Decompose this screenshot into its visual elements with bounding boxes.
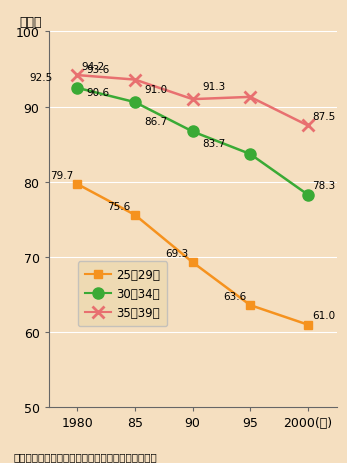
35～39歳 bbox=[248, 95, 252, 100]
25～29歳 bbox=[191, 260, 195, 265]
Text: 83.7: 83.7 bbox=[202, 139, 225, 149]
Text: 61.0: 61.0 bbox=[312, 311, 335, 321]
Text: 63.6: 63.6 bbox=[223, 291, 246, 301]
25～29歳 bbox=[248, 303, 252, 308]
Text: 91.3: 91.3 bbox=[202, 82, 225, 92]
Text: 78.3: 78.3 bbox=[312, 181, 335, 191]
Text: 79.7: 79.7 bbox=[50, 170, 73, 181]
Text: 75.6: 75.6 bbox=[108, 201, 131, 211]
35～39歳 bbox=[133, 78, 137, 83]
Text: 69.3: 69.3 bbox=[165, 249, 188, 258]
25～29歳 bbox=[306, 322, 310, 328]
30～34歳 bbox=[248, 152, 252, 157]
Text: 92.5: 92.5 bbox=[29, 73, 52, 83]
Text: （％）: （％） bbox=[20, 16, 42, 29]
Legend: 25～29歳, 30～34歳, 35～39歳: 25～29歳, 30～34歳, 35～39歳 bbox=[77, 262, 168, 326]
30～34歳 bbox=[191, 129, 195, 135]
30～34歳 bbox=[75, 86, 79, 91]
Text: 90.6: 90.6 bbox=[87, 88, 110, 97]
Line: 30～34歳: 30～34歳 bbox=[72, 83, 313, 201]
35～39歳 bbox=[306, 123, 310, 129]
Text: 86.7: 86.7 bbox=[144, 117, 168, 126]
Line: 35～39歳: 35～39歳 bbox=[72, 70, 313, 131]
30～34歳 bbox=[133, 100, 137, 106]
Text: 93.6: 93.6 bbox=[87, 65, 110, 75]
25～29歳 bbox=[133, 213, 137, 218]
35～39歳 bbox=[75, 73, 79, 79]
30～34歳 bbox=[306, 193, 310, 198]
Text: （備考）厚生労働省「国民生活基礎調査」による。: （備考）厚生労働省「国民生活基礎調査」による。 bbox=[14, 450, 158, 461]
Text: 87.5: 87.5 bbox=[312, 112, 335, 122]
Line: 25～29歳: 25～29歳 bbox=[73, 181, 312, 329]
Text: 91.0: 91.0 bbox=[144, 84, 168, 94]
25～29歳 bbox=[75, 182, 79, 188]
35～39歳 bbox=[191, 97, 195, 103]
Text: 94.2: 94.2 bbox=[82, 62, 105, 72]
